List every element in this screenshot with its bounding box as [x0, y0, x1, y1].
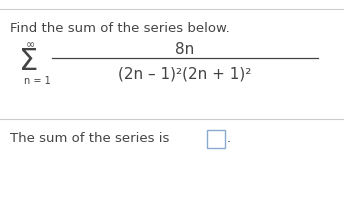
Text: (2n – 1)²(2n + 1)²: (2n – 1)²(2n + 1)²: [118, 66, 252, 81]
Text: 8n: 8n: [175, 41, 195, 56]
Text: $\infty$: $\infty$: [25, 39, 35, 49]
Text: $\Sigma$: $\Sigma$: [18, 46, 38, 77]
Text: The sum of the series is: The sum of the series is: [10, 132, 169, 145]
Text: .: .: [227, 132, 231, 145]
Text: Find the sum of the series below.: Find the sum of the series below.: [10, 22, 230, 35]
Text: n = 1: n = 1: [24, 76, 51, 85]
Bar: [207, 130, 225, 148]
